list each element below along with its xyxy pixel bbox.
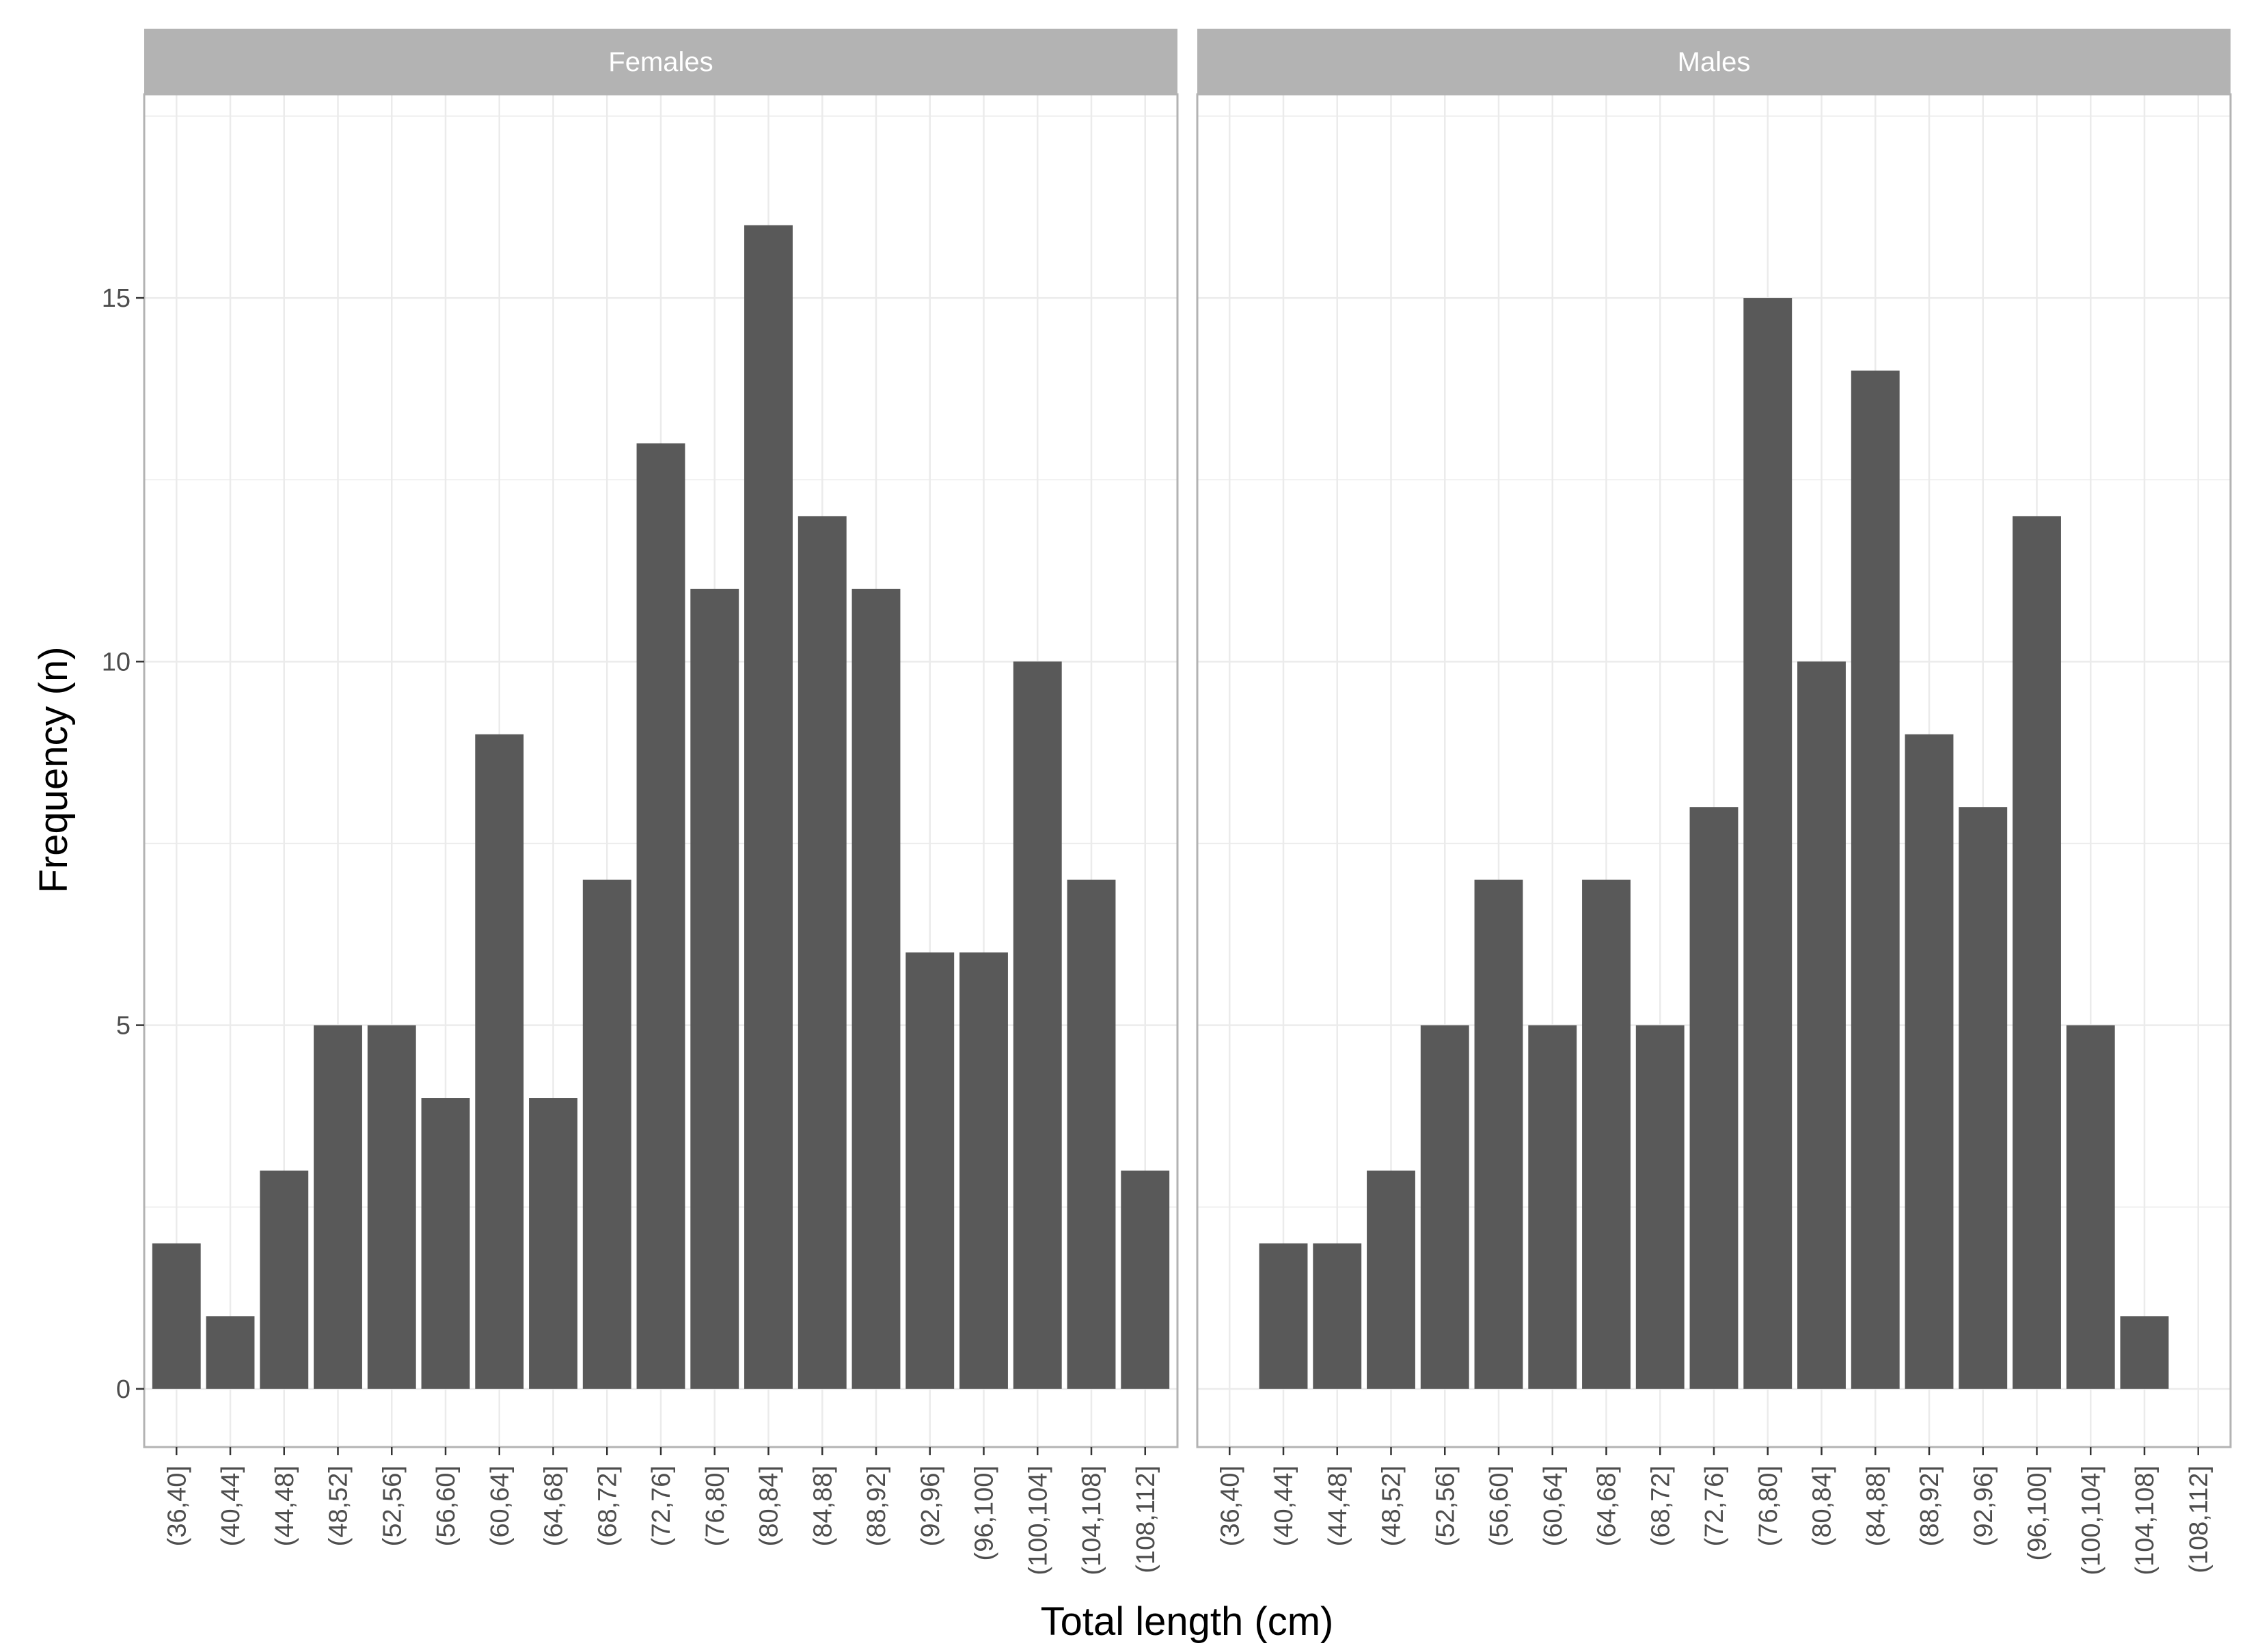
facet-strip-label: Males	[1678, 47, 1751, 77]
x-tick-label: (44,48]	[271, 1465, 299, 1546]
panel-females: Females (36,40] (40,44] (44,48] (48,52] (52,5…	[143, 29, 1179, 1575]
bar-females-5	[421, 1098, 470, 1389]
bar-males-17	[2120, 1316, 2169, 1389]
bar-females-2	[260, 1170, 309, 1389]
x-tick-label: (88,92]	[1916, 1465, 1944, 1546]
bar-females-11	[744, 225, 793, 1389]
bar-males-2	[1313, 1243, 1362, 1389]
x-tick-label: (64,68]	[1593, 1465, 1622, 1546]
bar-males-11	[1797, 661, 1846, 1389]
bar-females-1	[206, 1316, 255, 1389]
x-tick-label: (76,80]	[1754, 1465, 1783, 1546]
bar-males-7	[1582, 879, 1631, 1389]
bar-females-7	[529, 1098, 577, 1389]
x-tick-label: (96,100]	[970, 1465, 999, 1560]
x-tick-label: (72,76]	[647, 1465, 676, 1546]
x-tick-label: (100,104]	[1024, 1465, 1052, 1575]
x-tick-label: (108,112]	[2185, 1465, 2213, 1573]
y-tick-label: 15	[102, 284, 131, 313]
x-tick-label: (92,96]	[916, 1465, 945, 1546]
bar-females-0	[152, 1243, 201, 1389]
x-tick-label: (108,112]	[1132, 1465, 1160, 1573]
x-tick-label: (92,96]	[1969, 1465, 1998, 1546]
bar-males-8	[1635, 1025, 1685, 1389]
bar-males-1	[1259, 1243, 1308, 1389]
panel-males: Males (36,40] (40,44] (44,48] (48,52] (52,56]…	[1196, 29, 2232, 1575]
bar-males-16	[2066, 1025, 2115, 1389]
x-tick-label: (68,72]	[593, 1465, 622, 1546]
x-tick-label: (72,76]	[1700, 1465, 1729, 1546]
x-tick-label: (60,64]	[1539, 1465, 1568, 1546]
x-tick-label: (68,72]	[1646, 1465, 1675, 1546]
y-axis-title: Frequency (n)	[31, 646, 76, 893]
x-tick-label: (80,84]	[1808, 1465, 1837, 1546]
x-axis-title: Total length (cm)	[1041, 1599, 1334, 1644]
y-tick-label: 0	[116, 1375, 131, 1404]
bar-females-18	[1121, 1170, 1170, 1389]
x-tick-label: (52,56]	[1431, 1465, 1460, 1546]
bar-males-9	[1689, 807, 1739, 1389]
bar-males-10	[1743, 298, 1793, 1389]
x-tick-label: (84,88]	[1862, 1465, 1890, 1546]
bar-females-16	[1013, 661, 1062, 1389]
x-tick-label: (104,108]	[2131, 1465, 2159, 1575]
y-axis: 0 5 10 15	[102, 284, 144, 1404]
x-tick-label: (40,44]	[217, 1465, 245, 1546]
x-tick-label: (44,48]	[1324, 1465, 1352, 1546]
bar-females-3	[314, 1025, 362, 1389]
bar-females-6	[475, 734, 524, 1389]
bar-females-4	[367, 1025, 416, 1389]
x-tick-label: (56,60]	[432, 1465, 461, 1546]
bar-females-13	[851, 588, 901, 1389]
x-tick-label: (100,104]	[2077, 1465, 2105, 1575]
x-tick-label: (48,52]	[1378, 1465, 1406, 1546]
bar-females-17	[1067, 879, 1116, 1389]
x-tick-label: (96,100]	[2023, 1465, 2052, 1560]
x-tick-label: (64,68]	[540, 1465, 569, 1546]
x-tick-label: (36,40]	[1216, 1465, 1244, 1546]
bar-males-3	[1367, 1170, 1415, 1389]
x-tick-label: (48,52]	[325, 1465, 353, 1546]
bar-females-12	[798, 516, 847, 1389]
x-tick-label: (52,56]	[378, 1465, 407, 1546]
facet-strip	[144, 29, 1177, 94]
bar-females-8	[582, 879, 631, 1389]
x-tick-label: (84,88]	[808, 1465, 837, 1546]
bar-females-15	[959, 952, 1008, 1389]
bar-females-9	[636, 443, 685, 1389]
x-tick-label: (104,108]	[1078, 1465, 1106, 1575]
x-tick-label: (80,84]	[755, 1465, 784, 1546]
x-tick-label: (76,80]	[701, 1465, 730, 1546]
bar-males-15	[2013, 516, 2061, 1389]
bar-males-5	[1474, 879, 1523, 1389]
bar-females-10	[690, 588, 739, 1389]
panels-layer: Females (36,40] (40,44] (44,48] (48,52] (52,5…	[143, 29, 2232, 1575]
facet-strip-label: Females	[608, 47, 713, 77]
bar-males-14	[1959, 807, 2008, 1389]
x-tick-label: (56,60]	[1485, 1465, 1514, 1546]
x-tick-label: (36,40]	[163, 1465, 191, 1546]
x-tick-label: (88,92]	[862, 1465, 891, 1546]
bar-males-4	[1420, 1025, 1469, 1389]
bar-males-6	[1528, 1025, 1577, 1389]
y-tick-label: 5	[116, 1012, 131, 1041]
bar-males-13	[1905, 734, 1954, 1389]
y-tick-label: 10	[102, 648, 131, 676]
bar-males-12	[1851, 370, 1900, 1389]
bar-females-14	[905, 952, 955, 1389]
x-tick-label: (40,44]	[1270, 1465, 1298, 1546]
facet-strip	[1197, 29, 2231, 94]
x-tick-label: (60,64]	[486, 1465, 515, 1546]
